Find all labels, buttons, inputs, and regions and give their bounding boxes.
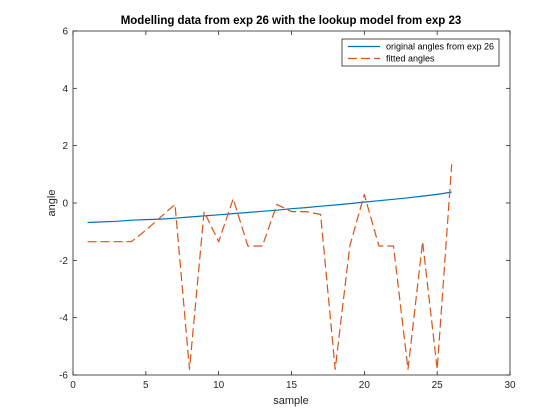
x-tick-label: 5	[143, 380, 149, 391]
legend-label-original: original angles from exp 26	[386, 42, 494, 52]
y-tick-label: -4	[59, 313, 68, 324]
series-layer	[87, 164, 453, 370]
x-tick-label: 0	[70, 380, 76, 391]
x-tick-label: 15	[286, 380, 298, 391]
legend-box	[341, 38, 500, 67]
y-tick-label: 6	[62, 27, 68, 38]
legend: original angles from exp 26 fitted angle…	[341, 38, 500, 67]
series-line-original	[87, 191, 452, 224]
y-tick-label: -2	[59, 256, 68, 267]
y-tick-label: -6	[59, 371, 68, 382]
x-tick-label: 25	[432, 380, 444, 391]
y-tick-label: 0	[62, 199, 68, 210]
axes-box	[72, 30, 511, 376]
x-tick-label: 10	[213, 380, 225, 391]
x-axis-label: sample	[273, 395, 308, 407]
axis-ticks: 0 5 10 15 20 25 30 -6 -4 -2 0 2 4 6	[59, 27, 516, 392]
chart-title: Modelling data from exp 26 with the look…	[121, 15, 462, 27]
x-tick-label: 20	[359, 380, 371, 391]
y-axis-label: angle	[46, 190, 58, 217]
series-line-fitted	[87, 164, 453, 370]
legend-label-fitted: fitted angles	[386, 54, 435, 64]
x-tick-label: 30	[504, 380, 516, 391]
y-tick-label: 2	[62, 141, 68, 152]
y-tick-label: 4	[62, 84, 68, 95]
plot-area	[72, 30, 511, 376]
